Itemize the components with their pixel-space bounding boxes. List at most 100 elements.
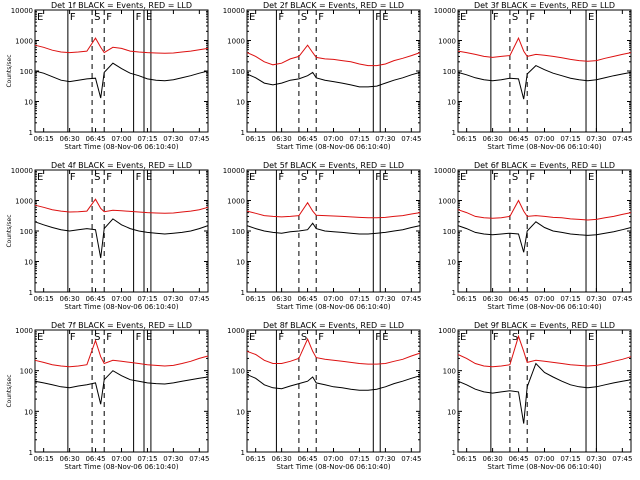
region-label: S — [512, 332, 518, 343]
x-tick-label: 07:00 — [534, 455, 554, 463]
y-tick-label: 1000 — [15, 198, 33, 206]
x-tick-label: 07:00 — [111, 455, 131, 463]
region-label: F — [278, 172, 284, 183]
region-label: E — [460, 332, 466, 343]
x-tick-label: 06:15 — [34, 455, 54, 463]
y-tick-label: 10000 — [434, 7, 456, 15]
x-tick-label: 07:15 — [349, 295, 369, 303]
region-label: S — [301, 172, 307, 183]
region-label: E — [249, 332, 255, 343]
y-tick-label: 100 — [20, 68, 33, 76]
region-label: F — [493, 172, 499, 183]
x-tick-label: 06:30 — [272, 455, 292, 463]
region-label: S — [301, 332, 307, 343]
events-series-line — [34, 62, 209, 99]
y-tick-label: 1 — [29, 289, 33, 297]
region-label: E — [460, 12, 466, 23]
x-tick-label: 06:45 — [85, 455, 105, 463]
y-tick-label: 100 — [443, 228, 456, 236]
y-tick-label: 10 — [447, 99, 456, 107]
x-tick-label: 07:45 — [189, 295, 209, 303]
x-axis-label: Start Time (08-Nov-06 06:10:40) — [487, 143, 601, 151]
lld-series-line — [246, 337, 421, 365]
y-tick-label: 100 — [443, 68, 456, 76]
y-tick-label: 1 — [452, 129, 456, 137]
events-series-line — [34, 218, 209, 259]
region-label: F — [70, 172, 76, 183]
y-tick-label: 10 — [24, 408, 33, 416]
x-tick-label: 07:45 — [189, 455, 209, 463]
lld-series-line — [34, 37, 209, 54]
x-tick-label: 07:15 — [349, 135, 369, 143]
region-label: F — [106, 172, 112, 183]
x-tick-label: 07:30 — [163, 455, 183, 463]
plot-title: Det 9f BLACK = Events, RED = LLD — [474, 321, 615, 330]
events-series-line — [246, 222, 421, 235]
plot-title: Det 4f BLACK = Events, RED = LLD — [51, 161, 192, 170]
x-tick-label: 06:15 — [457, 455, 477, 463]
region-label: S — [301, 12, 307, 23]
region-label: F — [493, 12, 499, 23]
x-tick-label: 06:15 — [457, 135, 477, 143]
detector-panel: Det 8f BLACK = Events, RED = LLD 1 10 100 10… — [227, 321, 421, 471]
x-tick-label: 06:15 — [246, 295, 266, 303]
x-tick-label: 06:45 — [508, 455, 528, 463]
x-tick-label: 07:15 — [137, 135, 157, 143]
region-label: F — [318, 172, 324, 183]
x-tick-label: 06:45 — [508, 135, 528, 143]
y-tick-label: 10000 — [11, 7, 33, 15]
detector-panel: Det 7f BLACK = Events, RED = LLD 1 10 100 10… — [6, 321, 209, 471]
lld-series-line — [457, 36, 632, 62]
plot-frame — [34, 9, 209, 133]
x-tick-label: 07:15 — [349, 455, 369, 463]
y-tick-label: 1000 — [438, 327, 456, 335]
region-label: E — [588, 332, 594, 343]
detector-panel: Det 5f BLACK = Events, RED = LLD 1 10 100 10… — [223, 161, 422, 311]
lld-series-line — [457, 199, 632, 221]
y-tick-label: 10000 — [223, 7, 245, 15]
x-tick-label: 07:30 — [586, 455, 606, 463]
region-label: F — [136, 332, 142, 343]
lld-series-line — [34, 198, 209, 214]
x-tick-label: 07:00 — [534, 295, 554, 303]
y-tick-label: 1000 — [227, 38, 245, 46]
region-label: F — [529, 12, 535, 23]
x-tick-label: 07:00 — [323, 295, 343, 303]
x-tick-label: 06:45 — [85, 295, 105, 303]
y-tick-label: 10 — [24, 99, 33, 107]
lld-series-line — [34, 339, 209, 368]
y-tick-label: 1 — [452, 289, 456, 297]
plot-title: Det 8f BLACK = Events, RED = LLD — [263, 321, 404, 330]
events-series-line — [246, 374, 421, 391]
region-label: F — [278, 332, 284, 343]
x-tick-label: 07:45 — [401, 455, 421, 463]
region-label: E — [588, 12, 594, 23]
x-axis-label: Start Time (08-Nov-06 06:10:40) — [487, 303, 601, 311]
x-tick-label: 07:00 — [111, 295, 131, 303]
y-tick-label: 100 — [20, 368, 33, 376]
x-tick-label: 07:15 — [137, 455, 157, 463]
x-tick-label: 07:45 — [612, 135, 632, 143]
x-tick-label: 06:30 — [483, 295, 503, 303]
region-label: E — [249, 172, 255, 183]
events-series-line — [457, 362, 632, 424]
region-label: F — [375, 332, 381, 343]
region-label: S — [512, 172, 518, 183]
region-label: F — [375, 12, 381, 23]
y-tick-label: 1000 — [15, 327, 33, 335]
x-tick-label: 07:15 — [560, 295, 580, 303]
x-tick-label: 06:30 — [483, 135, 503, 143]
plot-title: Det 3f BLACK = Events, RED = LLD — [474, 1, 615, 10]
region-label: E — [146, 172, 152, 183]
region-label: E — [382, 172, 388, 183]
x-axis-label: Start Time (08-Nov-06 06:10:40) — [64, 463, 178, 471]
x-tick-label: 06:30 — [272, 135, 292, 143]
x-tick-label: 07:00 — [323, 135, 343, 143]
region-label: S — [94, 172, 100, 183]
plot-frame — [34, 169, 209, 293]
x-tick-label: 07:00 — [323, 455, 343, 463]
x-tick-label: 07:45 — [189, 135, 209, 143]
plot-title: Det 1f BLACK = Events, RED = LLD — [51, 1, 192, 10]
x-tick-label: 06:45 — [85, 135, 105, 143]
y-tick-label: 100 — [232, 368, 245, 376]
